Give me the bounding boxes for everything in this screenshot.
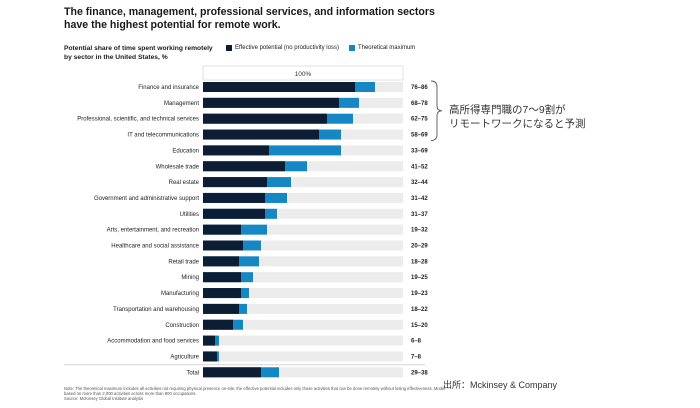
range-label: 62–75 xyxy=(411,117,428,123)
source-credit: 出所：Mckinsey & Company xyxy=(443,380,558,390)
category-label: Professional, scientific, and technical … xyxy=(77,117,199,123)
bar-track xyxy=(203,303,403,314)
bar-track xyxy=(203,288,403,299)
legend-swatch-theoretical xyxy=(348,45,355,51)
bar-track xyxy=(203,351,403,362)
bar-effective xyxy=(203,335,215,346)
category-label: Finance and insurance xyxy=(138,85,199,91)
range-label: 15–20 xyxy=(411,323,428,329)
legend-swatch-effective xyxy=(226,45,232,51)
category-label: IT and telecommunications xyxy=(127,133,199,139)
bar-effective xyxy=(203,161,285,172)
category-label: Accommodation and food services xyxy=(107,339,199,345)
category-label: Management xyxy=(164,101,199,107)
bar-theoretical xyxy=(203,145,341,156)
legend-item-effective: Effective potential (no productivity los… xyxy=(226,45,339,51)
bar-track xyxy=(203,224,403,235)
bar-effective xyxy=(203,129,319,140)
bar-effective xyxy=(203,192,265,203)
category-label: Total xyxy=(186,370,199,376)
range-label: 41–52 xyxy=(411,164,428,170)
category-label: Retail trade xyxy=(168,259,199,265)
range-label: 68–78 xyxy=(411,101,428,107)
bar-effective xyxy=(203,367,261,378)
bar-effective xyxy=(203,97,339,108)
callout-brace xyxy=(430,80,443,141)
bar-effective xyxy=(203,272,241,283)
range-label: 33–69 xyxy=(411,148,428,154)
range-label: 18–28 xyxy=(411,259,428,265)
range-label: 29–38 xyxy=(411,370,428,376)
callout-line-2: リモートワークになると予測 xyxy=(449,118,586,130)
range-label: 7–8 xyxy=(411,354,422,360)
category-label: Manufacturing xyxy=(161,291,199,297)
bar-effective xyxy=(203,177,267,188)
category-label: Construction xyxy=(165,323,199,329)
bar-track xyxy=(203,208,403,219)
bar-effective xyxy=(203,224,241,235)
chart-subtitle: Potential share of time spent working re… xyxy=(64,45,213,61)
bar-effective xyxy=(203,351,217,362)
bar-effective xyxy=(203,113,327,124)
axis-top-label: 100% xyxy=(295,71,312,78)
category-label: Real estate xyxy=(169,180,200,186)
range-label: 58–69 xyxy=(411,133,428,139)
range-label: 31–42 xyxy=(411,196,428,202)
category-label: Wholesale trade xyxy=(156,164,200,170)
bar-effective xyxy=(203,256,239,267)
bar-track xyxy=(203,319,403,330)
chart-title: The finance, management, professional se… xyxy=(64,6,435,31)
range-label: 76–86 xyxy=(411,85,428,91)
legend-item-theoretical: Theoretical maximum xyxy=(348,45,416,51)
category-label: Utilities xyxy=(180,212,199,218)
range-label: 32–44 xyxy=(411,180,428,186)
category-label: Agriculture xyxy=(170,354,199,360)
bar-track xyxy=(203,256,403,267)
range-label: 6–8 xyxy=(411,339,422,345)
category-label: Arts, entertainment, and recreation xyxy=(107,228,199,234)
footnote: Note: The theoretical maximum includes a… xyxy=(64,386,454,402)
bar-track xyxy=(203,335,403,346)
footnote-note: Note: The theoretical maximum includes a… xyxy=(64,386,446,397)
callout-line-1: 高所得専門職の7～9割が xyxy=(449,104,566,116)
callout-annotation: 高所得専門職の7～9割が リモートワークになると予測 xyxy=(449,103,609,131)
bar-effective xyxy=(203,145,269,156)
bar-track xyxy=(203,367,403,378)
legend-label-theoretical: Theoretical maximum xyxy=(357,45,416,51)
category-label: Transportation and warehousing xyxy=(113,307,199,313)
bar-track xyxy=(203,272,403,283)
category-label: Healthcare and social assistance xyxy=(111,244,199,250)
bar-track xyxy=(203,192,403,203)
bar-effective xyxy=(203,303,239,314)
range-label: 19–25 xyxy=(411,275,428,281)
axis-header-box xyxy=(202,65,404,81)
legend: Effective potential (no productivity los… xyxy=(226,45,421,51)
legend-label-effective: Effective potential (no productivity los… xyxy=(235,45,339,51)
bar-effective xyxy=(203,240,243,251)
range-label: 20–29 xyxy=(411,244,428,250)
range-label: 19–23 xyxy=(411,291,428,297)
category-label: Government and administrative support xyxy=(94,196,199,202)
category-label: Education xyxy=(172,148,199,154)
range-label: 19–32 xyxy=(411,228,428,234)
bar-effective xyxy=(203,288,241,299)
range-label: 18–22 xyxy=(411,307,428,313)
category-label: Mining xyxy=(181,275,199,281)
bar-track xyxy=(203,177,403,188)
bar-effective xyxy=(203,82,355,92)
footnote-source: Source: McKinsey Global Institute analys… xyxy=(64,396,144,402)
bar-effective xyxy=(203,208,265,219)
bar-effective xyxy=(203,319,233,330)
bar-track xyxy=(203,240,403,251)
range-label: 31–37 xyxy=(411,212,428,218)
